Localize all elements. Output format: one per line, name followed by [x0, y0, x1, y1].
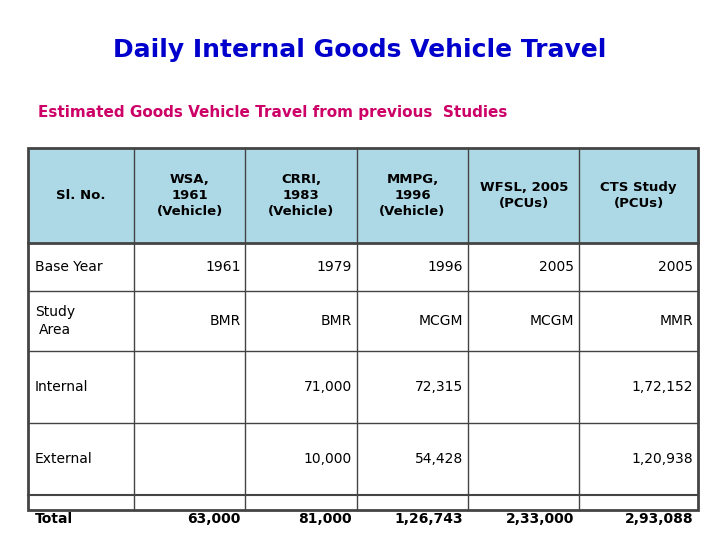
- Text: BMR: BMR: [320, 314, 352, 328]
- Text: 2,93,088: 2,93,088: [624, 512, 693, 526]
- Text: 2,33,000: 2,33,000: [506, 512, 575, 526]
- Text: MMPG,
1996
(Vehicle): MMPG, 1996 (Vehicle): [379, 173, 446, 218]
- Bar: [28, 351, 698, 423]
- Text: 1996: 1996: [428, 260, 463, 274]
- Text: Internal: Internal: [35, 380, 89, 394]
- Text: CTS Study
(PCUs): CTS Study (PCUs): [600, 181, 677, 210]
- Bar: [28, 423, 698, 495]
- Text: 71,000: 71,000: [304, 380, 352, 394]
- Text: 1,20,938: 1,20,938: [631, 452, 693, 466]
- Text: BMR: BMR: [210, 314, 240, 328]
- Text: 1961: 1961: [205, 260, 240, 274]
- Text: Total: Total: [35, 512, 73, 526]
- Text: 1,72,152: 1,72,152: [631, 380, 693, 394]
- Text: MMR: MMR: [660, 314, 693, 328]
- Text: Base Year: Base Year: [35, 260, 103, 274]
- Text: 2005: 2005: [539, 260, 575, 274]
- Text: 2005: 2005: [658, 260, 693, 274]
- Text: Daily Internal Goods Vehicle Travel: Daily Internal Goods Vehicle Travel: [113, 38, 607, 62]
- Text: External: External: [35, 452, 93, 466]
- Bar: [28, 243, 698, 291]
- Text: Estimated Goods Vehicle Travel from previous  Studies: Estimated Goods Vehicle Travel from prev…: [38, 105, 508, 120]
- Text: 54,428: 54,428: [415, 452, 463, 466]
- Text: MCGM: MCGM: [530, 314, 575, 328]
- Text: 10,000: 10,000: [304, 452, 352, 466]
- Text: 81,000: 81,000: [298, 512, 352, 526]
- Text: CRRI,
1983
(Vehicle): CRRI, 1983 (Vehicle): [268, 173, 334, 218]
- Text: 1979: 1979: [316, 260, 352, 274]
- Text: MCGM: MCGM: [418, 314, 463, 328]
- Text: 1,26,743: 1,26,743: [395, 512, 463, 526]
- Bar: [28, 148, 698, 243]
- Text: WFSL, 2005
(PCUs): WFSL, 2005 (PCUs): [480, 181, 568, 210]
- Bar: [28, 148, 698, 510]
- Bar: [28, 495, 698, 540]
- Text: 63,000: 63,000: [187, 512, 240, 526]
- Text: 72,315: 72,315: [415, 380, 463, 394]
- Text: Study
Area: Study Area: [35, 305, 75, 336]
- Text: WSA,
1961
(Vehicle): WSA, 1961 (Vehicle): [157, 173, 223, 218]
- Text: Sl. No.: Sl. No.: [56, 189, 106, 202]
- Bar: [28, 291, 698, 351]
